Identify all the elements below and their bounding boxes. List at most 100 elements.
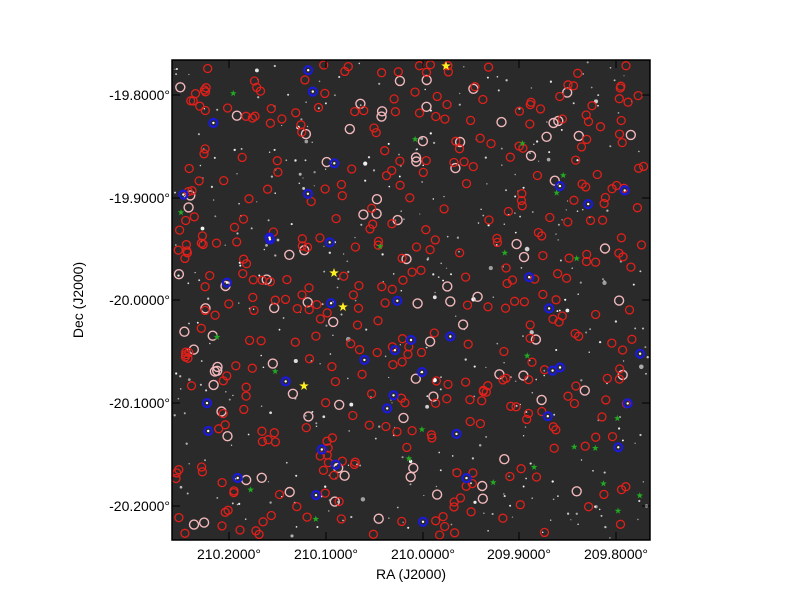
catalog-circle: [263, 435, 273, 445]
star-point: [267, 481, 270, 483]
catalog-circle: [410, 87, 420, 97]
star-point: [572, 102, 575, 105]
catalog-circle: [303, 411, 314, 422]
blue-marker-core: [182, 193, 185, 196]
star-point: [252, 308, 255, 310]
green-marker: [600, 480, 607, 487]
star-point: [179, 375, 182, 378]
y-tick-label: -20.1000°: [109, 395, 170, 411]
catalog-circle: [284, 249, 295, 261]
catalog-circle: [397, 253, 407, 263]
catalog-circle: [411, 156, 422, 167]
blue-marker: [316, 444, 327, 455]
catalog-circle: [442, 99, 452, 110]
catalog-circle: [280, 294, 291, 305]
catalog-circle: [431, 516, 441, 526]
catalog-circle: [380, 146, 390, 156]
blue-marker-core: [617, 446, 620, 449]
star-point: [244, 518, 247, 520]
catalog-circle: [251, 526, 261, 536]
star-point: [280, 124, 283, 127]
star-point: [187, 378, 191, 381]
catalog-circle: [218, 376, 228, 386]
catalog-circle: [372, 347, 382, 358]
catalog-circle: [339, 470, 350, 481]
blue-marker: [307, 86, 318, 97]
star-point: [324, 168, 327, 170]
catalog-circle: [257, 436, 268, 447]
catalog-circle: [428, 391, 439, 402]
star-point: [450, 523, 453, 526]
catalog-circle: [376, 106, 388, 117]
star-point: [445, 267, 448, 269]
catalog-circle: [373, 316, 383, 326]
catalog-circle: [200, 305, 210, 316]
star-point: [576, 210, 579, 213]
star-point: [555, 233, 557, 235]
star-point: [388, 376, 390, 379]
catalog-circle: [583, 502, 594, 512]
star-point: [589, 328, 591, 330]
star-point: [391, 402, 393, 404]
yellow-marker: [299, 381, 309, 390]
catalog-circle: [614, 248, 624, 258]
star-point: [594, 505, 597, 508]
catalog-circle: [581, 256, 592, 267]
star-point: [305, 101, 307, 103]
star-point: [378, 82, 381, 85]
catalog-circle: [525, 333, 535, 343]
catalog-circle: [257, 275, 267, 285]
star-point: [401, 456, 404, 459]
star-point: [419, 213, 421, 215]
star-point: [185, 442, 188, 445]
catalog-circle: [576, 142, 587, 152]
catalog-circle: [238, 214, 249, 224]
star-point: [198, 279, 201, 282]
star-point: [501, 164, 503, 166]
star-point: [639, 433, 642, 437]
catalog-circle: [505, 152, 515, 162]
star-point: [204, 459, 206, 462]
star-point: [336, 286, 339, 289]
catalog-circle: [214, 424, 224, 434]
catalog-circle: [304, 354, 315, 364]
star-point: [530, 87, 533, 89]
star-point: [543, 374, 545, 377]
blue-marker-core: [268, 236, 271, 239]
catalog-circle: [582, 134, 592, 145]
star-point: [473, 395, 476, 398]
catalog-circle: [401, 253, 412, 265]
catalog-circle: [371, 127, 381, 138]
catalog-circle: [398, 275, 408, 285]
star-point: [549, 80, 553, 83]
blue-marker: [178, 189, 189, 200]
star-point: [274, 192, 277, 195]
catalog-circle: [340, 66, 350, 77]
catalog-circle: [461, 178, 472, 189]
blue-marker-core: [409, 338, 413, 342]
catalog-markers-red: [171, 60, 649, 540]
catalog-circle: [440, 521, 450, 532]
catalog-circle: [229, 222, 240, 232]
star-point: [240, 147, 243, 150]
star-point: [298, 172, 302, 176]
catalog-circle: [200, 303, 211, 314]
star-point: [463, 66, 465, 68]
catalog-circle: [432, 91, 442, 102]
catalog-circle: [223, 505, 233, 515]
star-point: [315, 422, 318, 425]
catalog-circle: [392, 427, 402, 437]
catalog-circle: [369, 123, 379, 133]
blue-marker-core: [334, 463, 337, 466]
star-point: [345, 336, 351, 342]
star-point: [347, 270, 350, 273]
star-point: [500, 147, 503, 150]
catalog-circle: [449, 157, 459, 168]
green-marker: [489, 479, 497, 486]
star-point: [437, 276, 440, 278]
blue-marker-core: [558, 184, 562, 188]
star-point: [238, 302, 240, 304]
star-point: [313, 185, 315, 187]
catalog-circle: [412, 298, 423, 309]
catalog-circle: [525, 119, 535, 129]
